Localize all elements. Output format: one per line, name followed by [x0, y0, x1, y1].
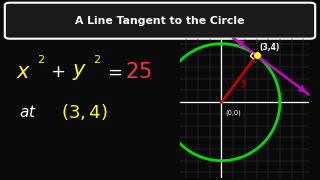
- Text: $(3,4)$: $(3,4)$: [61, 102, 108, 122]
- Text: $x$: $x$: [16, 62, 31, 82]
- Text: $2$: $2$: [93, 53, 101, 65]
- Text: $=$: $=$: [104, 63, 123, 81]
- Text: (3,4): (3,4): [260, 43, 280, 52]
- Text: A Line Tangent to the Circle: A Line Tangent to the Circle: [75, 16, 245, 26]
- FancyBboxPatch shape: [5, 3, 315, 39]
- Text: (0,0): (0,0): [225, 109, 241, 116]
- Text: $+$: $+$: [50, 63, 65, 81]
- Text: $at$: $at$: [19, 104, 37, 120]
- Text: $25$: $25$: [125, 62, 151, 82]
- Text: $2$: $2$: [37, 53, 45, 65]
- Text: $y$: $y$: [72, 62, 87, 82]
- Text: 5: 5: [241, 80, 246, 89]
